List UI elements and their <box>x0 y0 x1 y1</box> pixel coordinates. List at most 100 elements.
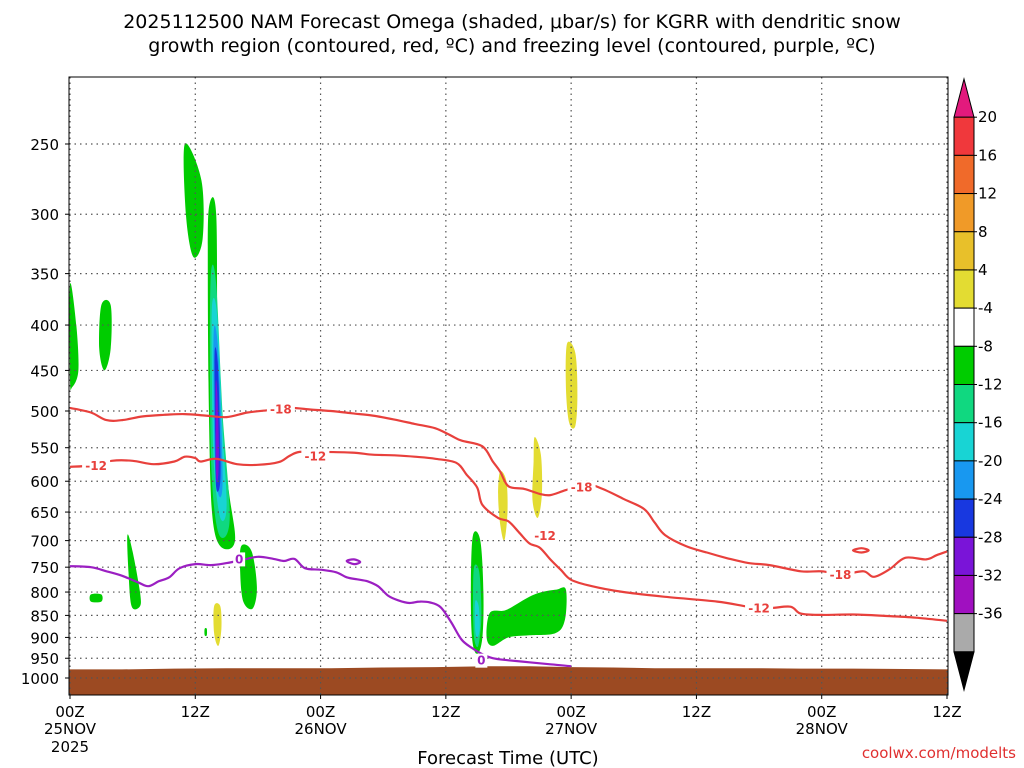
colorbar-label: -20 <box>978 452 1003 470</box>
contour-label: -12 <box>305 450 327 464</box>
contour-label-bg <box>233 552 246 567</box>
y-tick-label: 1000 <box>21 670 59 688</box>
y-tick-label: 850 <box>30 607 59 625</box>
x-tick-label: 00Z <box>556 703 585 721</box>
colorbar-label: -8 <box>978 337 993 355</box>
y-tick-label: 300 <box>30 206 59 224</box>
chart-title-line-2: growth region (contoured, red, ºC) and f… <box>148 35 875 57</box>
y-tick-label: 600 <box>30 473 59 491</box>
colorbar-bin <box>953 307 975 347</box>
colorbar-bin <box>953 345 975 385</box>
omega-region-18 <box>498 471 508 541</box>
omega-region-6 <box>215 379 219 483</box>
x-tick-label: 12Z <box>431 703 460 721</box>
x-tick-label: 26NOV <box>295 720 348 738</box>
contour-label: -12 <box>85 459 107 473</box>
credit-link[interactable]: coolwx.com/modelts <box>862 744 1016 762</box>
y-tick-label: 750 <box>30 559 59 577</box>
colorbar-bin <box>953 574 975 615</box>
colorbar-bin <box>953 536 975 576</box>
contour-label-bg <box>475 653 488 668</box>
colorbar-label: 4 <box>978 261 988 279</box>
y-tick-label: 400 <box>30 317 59 335</box>
contour-label-bg <box>82 459 111 474</box>
colorbar-bin <box>953 77 975 118</box>
colorbar-bin <box>953 193 975 233</box>
contour-line-2 <box>851 547 870 554</box>
contour-label: -12 <box>534 529 556 543</box>
colorbar-bin <box>953 422 975 462</box>
contour-label-bg <box>826 567 855 582</box>
omega-region-19 <box>532 436 543 518</box>
contour-label: -18 <box>571 481 593 495</box>
colorbar-label: -28 <box>978 528 1003 546</box>
omega-region-11 <box>204 627 208 637</box>
contour-label-bg <box>567 480 596 495</box>
omega-region-9 <box>127 534 141 610</box>
contour-label-bg <box>266 402 295 417</box>
y-tick-label: 700 <box>30 533 59 551</box>
contour-line-1 <box>69 450 948 622</box>
y-tick-label: 500 <box>30 403 59 421</box>
y-tick-label: 650 <box>30 504 59 522</box>
x-tick-label: 2025 <box>51 738 89 756</box>
colorbar-label: 20 <box>978 108 997 126</box>
x-tick-label: 00Z <box>55 703 84 721</box>
x-tick-label: 25NOV <box>44 720 97 738</box>
omega-region-13 <box>213 603 222 646</box>
ground-area <box>69 666 948 695</box>
y-tick-label: 250 <box>30 136 59 154</box>
contour-label-bg <box>301 449 330 464</box>
omega-region-16 <box>474 600 480 638</box>
colorbar-bin <box>953 498 975 538</box>
chart-title-line-1: 2025112500 NAM Forecast Omega (shaded, μ… <box>123 11 901 33</box>
contour-line-4 <box>345 558 362 566</box>
colorbar-bin <box>953 231 975 271</box>
colorbar: 20 16 12 8 4 -4 -8 -12 -16 -20 -24 -28 -32 -36 <box>953 77 1003 692</box>
colorbar-label: 16 <box>978 146 997 164</box>
x-tick-label: 27NOV <box>545 720 598 738</box>
colorbar-label: -4 <box>978 299 993 317</box>
colorbar-bin <box>953 613 975 653</box>
omega-region-7 <box>69 283 79 390</box>
omega-region-10 <box>89 593 103 603</box>
colorbar-label: -32 <box>978 566 1003 584</box>
plot-frame <box>68 76 949 696</box>
x-tick-label: 12Z <box>181 703 210 721</box>
y-tick-label: 900 <box>30 629 59 647</box>
contour-label: 0 <box>477 654 485 668</box>
omega-region-0 <box>183 143 204 258</box>
x-tick-label: 00Z <box>807 703 836 721</box>
y-tick-label: 350 <box>30 266 59 284</box>
x-tick-label: 28NOV <box>796 720 849 738</box>
contour-line-3 <box>69 555 572 668</box>
colorbar-bin <box>953 116 975 156</box>
colorbar-bin <box>953 269 975 309</box>
x-tick-label: 12Z <box>682 703 711 721</box>
colorbar-label: -16 <box>978 414 1003 432</box>
x-axis-label: Forecast Time (UTC) <box>417 748 598 768</box>
contour-lines: -18 -18 -18 -12 -12 -12 -12 0 0 <box>69 402 948 668</box>
contour-label: 0 <box>235 552 243 566</box>
colorbar-label: 12 <box>978 185 997 203</box>
colorbar-bin <box>953 154 975 195</box>
contour-label-bg <box>745 601 774 616</box>
omega-region-17 <box>486 587 567 646</box>
colorbar-bin <box>953 384 975 424</box>
y-axis: 250 300 350 400 450 500 550 600 650 700 750 800 850 9… <box>21 136 69 688</box>
contour-label: -12 <box>748 602 770 616</box>
contour-line-0 <box>69 406 948 578</box>
y-tick-label: 800 <box>30 584 59 602</box>
y-tick-label: 550 <box>30 440 59 458</box>
x-tick-label: 12Z <box>932 703 961 721</box>
x-tick-label: 00Z <box>306 703 335 721</box>
colorbar-bin <box>953 460 975 500</box>
omega-shading <box>69 143 578 655</box>
contour-label: -18 <box>830 568 852 582</box>
omega-region-8 <box>99 299 112 371</box>
y-tick-label: 450 <box>30 362 59 380</box>
grid-lines <box>69 77 948 695</box>
colorbar-label: 8 <box>978 223 988 241</box>
